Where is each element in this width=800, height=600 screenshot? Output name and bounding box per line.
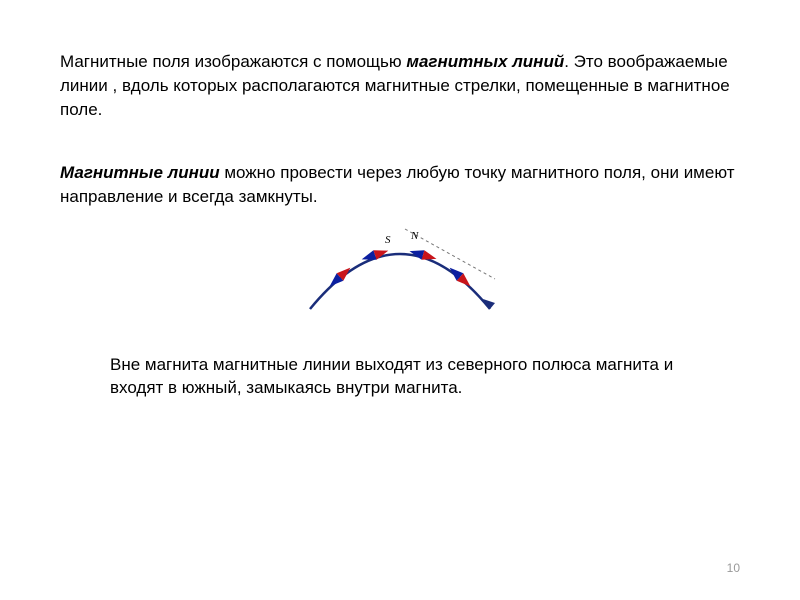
paragraph-1: Магнитные поля изображаются с помощью ма… bbox=[60, 50, 740, 121]
para1-bold: магнитных линий bbox=[406, 52, 564, 71]
paragraph-2: Магнитные линии можно провести через люб… bbox=[60, 161, 740, 209]
diagram-container: S N bbox=[60, 219, 740, 324]
para2-bold: Магнитные линии bbox=[60, 163, 220, 182]
paragraph-3: Вне магнита магнитные линии выходят из с… bbox=[60, 354, 740, 400]
svg-text:N: N bbox=[410, 230, 419, 242]
para1-text-1: Магнитные поля изображаются с помощью bbox=[60, 52, 406, 71]
page-number: 10 bbox=[727, 561, 740, 575]
svg-text:S: S bbox=[385, 234, 391, 246]
magnetic-field-diagram: S N bbox=[295, 219, 505, 319]
